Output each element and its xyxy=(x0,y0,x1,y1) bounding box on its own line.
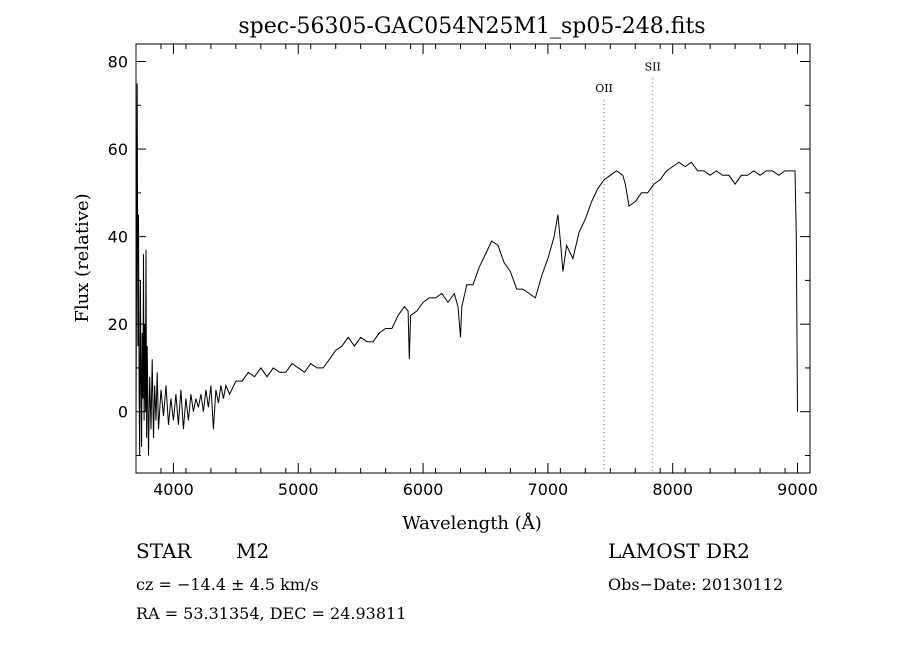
y-tick-label: 80 xyxy=(108,53,128,72)
x-tick-label: 4000 xyxy=(153,480,194,499)
x-tick-label: 6000 xyxy=(403,480,444,499)
y-tick-label: 40 xyxy=(108,228,128,247)
x-tick-label: 7000 xyxy=(528,480,569,499)
y-axis-label: Flux (relative) xyxy=(72,193,93,322)
object-subclass: M2 xyxy=(236,539,269,563)
obs-date: Obs−Date: 20130112 xyxy=(608,575,783,594)
line-marker-label-oii: OII xyxy=(595,82,613,95)
line-markers: OII SII xyxy=(595,60,661,473)
survey-name: LAMOST DR2 xyxy=(608,539,750,563)
plot-frame xyxy=(135,43,811,474)
y-tick-label: 0 xyxy=(118,403,128,422)
coordinates: RA = 53.31354, DEC = 24.93811 xyxy=(136,604,406,623)
x-axis-label: Wavelength (Å) xyxy=(402,512,542,534)
x-tick-label: 5000 xyxy=(278,480,319,499)
y-tick-label: 20 xyxy=(108,315,128,334)
y-tick-label: 60 xyxy=(108,140,128,159)
redshift-cz: cz = −14.4 ± 4.5 km/s xyxy=(136,575,319,594)
x-tick-label: 9000 xyxy=(777,480,818,499)
spectrum-line xyxy=(135,83,798,456)
object-class: STAR xyxy=(136,539,192,563)
x-tick-label: 8000 xyxy=(652,480,693,499)
line-marker-label-sii: SII xyxy=(645,60,661,73)
x-axis-ticks: 4000 5000 6000 7000 8000 9000 xyxy=(135,44,818,499)
chart-title: spec-56305-GAC054N25M1_sp05-248.fits xyxy=(238,14,705,39)
y-axis-ticks: 0 20 40 60 80 xyxy=(108,53,810,456)
